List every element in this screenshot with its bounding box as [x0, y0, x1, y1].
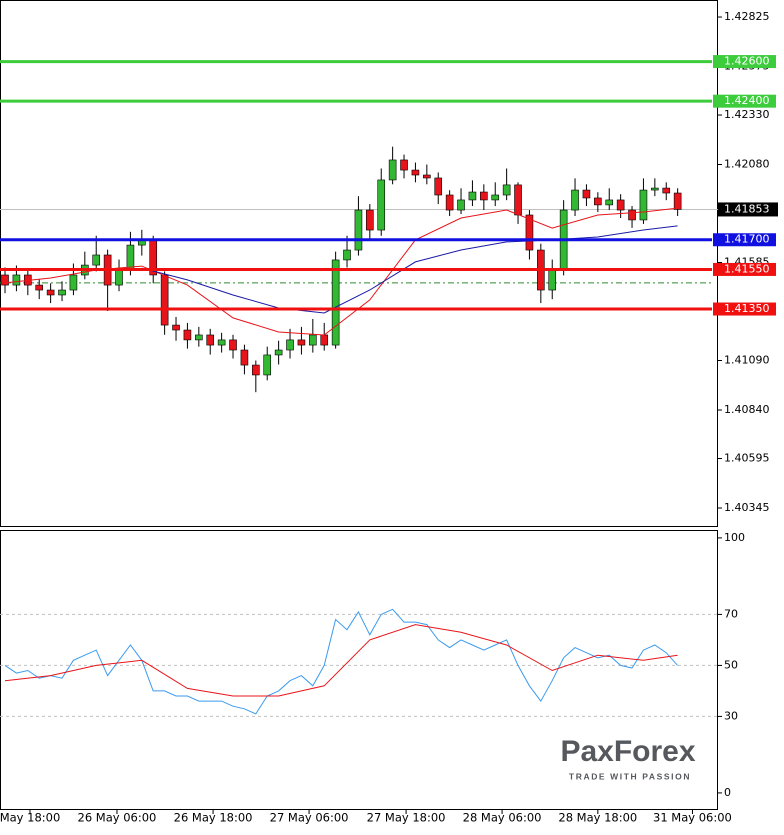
- candle-body: [628, 209, 636, 221]
- candle-body: [673, 192, 682, 210]
- candle-body: [571, 189, 579, 211]
- candle-body: [92, 254, 101, 266]
- x-tick-label: 26 May 18:00: [174, 811, 253, 825]
- candle-body: [377, 179, 386, 231]
- current-price-label: 1.41853: [724, 202, 770, 215]
- x-tick-label: 31 May 06:00: [653, 811, 732, 825]
- y-tick-label: 30: [724, 709, 738, 722]
- level-label-box: [713, 94, 776, 108]
- y-tick-label: 100: [724, 531, 745, 544]
- candle-body: [639, 189, 648, 221]
- y-tick-label: 1.42080: [724, 158, 770, 171]
- candle-body: [480, 191, 488, 201]
- candle-body: [411, 169, 420, 176]
- candle-body: [46, 289, 55, 296]
- candle-body: [115, 269, 123, 286]
- candle-body: [548, 269, 557, 291]
- candle-body: [160, 274, 169, 326]
- candle-body: [331, 259, 340, 346]
- candle-body: [206, 334, 215, 346]
- candle-body: [58, 289, 66, 296]
- level-label: 1.42600: [724, 55, 770, 68]
- candle-body: [354, 209, 363, 251]
- y-tick-label: 1.40345: [724, 501, 770, 514]
- candle-body: [468, 191, 477, 201]
- candle-body: [594, 197, 602, 206]
- candle-body: [274, 349, 283, 356]
- y-tick-label: 0: [724, 786, 731, 799]
- candle-body: [263, 354, 272, 376]
- x-tick-label: 28 May 18:00: [558, 811, 637, 825]
- candle-body: [217, 339, 226, 346]
- x-tick-label: 26 May 06:00: [78, 811, 157, 825]
- candle-body: [1, 274, 9, 286]
- candle-body: [616, 199, 625, 211]
- y-tick-label: 70: [724, 607, 738, 620]
- y-tick-label: 50: [724, 658, 738, 671]
- candle-body: [514, 184, 522, 216]
- candle-body: [126, 244, 135, 271]
- level-label: 1.41700: [724, 233, 770, 246]
- candle-body: [320, 334, 329, 346]
- candle-body: [240, 349, 249, 366]
- candle-body: [457, 199, 465, 211]
- candle-body: [297, 339, 306, 346]
- logo-tagline: TRADE WITH PASSION: [569, 771, 691, 781]
- logo-name: PaxForex: [560, 735, 695, 768]
- y-tick-label: 1.42330: [724, 108, 770, 121]
- candle-body: [35, 284, 44, 291]
- x-tick-label: May 18:00: [0, 811, 60, 825]
- candle-body: [366, 209, 374, 231]
- candle-body: [172, 324, 180, 331]
- candle-body: [286, 339, 294, 351]
- level-label: 1.41550: [724, 262, 770, 275]
- candle-body: [252, 364, 260, 376]
- candle-body: [195, 334, 203, 341]
- candle-body: [400, 159, 408, 171]
- x-tick-label: 28 May 06:00: [463, 811, 542, 825]
- moving-average: [141, 225, 678, 314]
- level-label-box: [713, 55, 776, 69]
- candle-body: [662, 187, 671, 194]
- x-tick-label: 27 May 06:00: [270, 811, 349, 825]
- logo: PaxForex TRADE WITH PASSION: [560, 735, 695, 781]
- level-label: 1.42400: [724, 94, 770, 107]
- level-label-box: [713, 302, 776, 316]
- x-tick-label: 27 May 18:00: [367, 811, 446, 825]
- candle-body: [502, 184, 511, 196]
- candle-body: [605, 199, 614, 206]
- candle-body: [309, 334, 317, 346]
- level-label-box: [713, 262, 776, 276]
- candle-body: [69, 274, 78, 291]
- candle-body: [183, 329, 192, 341]
- y-tick-label: 1.41090: [724, 354, 770, 367]
- candle-body: [491, 194, 500, 201]
- current-price-box: [718, 202, 778, 217]
- y-tick-label: 1.42825: [724, 10, 770, 23]
- oscillator-panel-frame: [0, 530, 718, 810]
- y-tick-label: 1.40595: [724, 452, 770, 465]
- candle-body: [343, 249, 351, 261]
- candle-body: [525, 214, 534, 251]
- oscillator-line: [4, 624, 678, 697]
- y-tick-label: 1.40840: [724, 403, 770, 416]
- candle-body: [12, 274, 21, 286]
- oscillator-line: [4, 608, 678, 715]
- candle-body: [423, 174, 431, 179]
- level-label: 1.41350: [724, 302, 770, 315]
- candle-body: [229, 339, 237, 351]
- candle-body: [651, 187, 659, 191]
- level-label-box: [713, 233, 776, 247]
- candle-body: [582, 189, 591, 199]
- candle-body: [445, 194, 454, 211]
- candle-body: [434, 177, 443, 196]
- candle-body: [388, 159, 397, 181]
